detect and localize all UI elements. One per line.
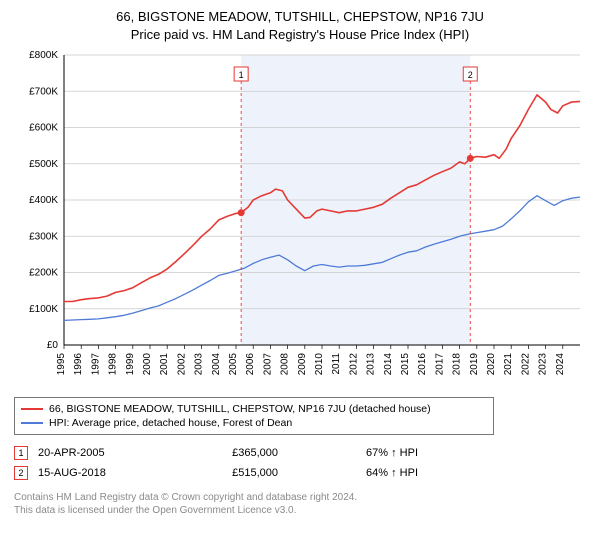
sale-marker-pct: 64% ↑ HPI [288,467,418,479]
svg-text:2002: 2002 [176,353,187,376]
svg-text:2: 2 [468,70,473,80]
svg-text:£800K: £800K [29,50,58,61]
title-line-1: 66, BIGSTONE MEADOW, TUTSHILL, CHEPSTOW,… [116,9,484,24]
legend-item: 66, BIGSTONE MEADOW, TUTSHILL, CHEPSTOW,… [21,402,487,416]
svg-text:2001: 2001 [159,353,170,376]
svg-text:1997: 1997 [90,353,101,376]
svg-text:2018: 2018 [452,353,463,376]
svg-text:2020: 2020 [486,353,497,376]
svg-text:2017: 2017 [434,353,445,376]
svg-text:1999: 1999 [125,353,136,376]
footnote-line-1: Contains HM Land Registry data © Crown c… [14,491,586,504]
line-chart-svg: £0 £100K £200K £300K £400K £500K £600K £700K £80… [14,49,586,389]
svg-text:2007: 2007 [262,353,273,376]
svg-text:2009: 2009 [297,353,308,376]
svg-text:2004: 2004 [211,353,222,376]
svg-text:1995: 1995 [56,353,67,376]
svg-text:2023: 2023 [538,353,549,376]
svg-text:2013: 2013 [366,353,377,376]
svg-text:2019: 2019 [469,353,480,376]
footnote-line-2: This data is licensed under the Open Gov… [14,504,586,517]
svg-text:2016: 2016 [417,353,428,376]
svg-text:£0: £0 [47,340,59,351]
sale-marker-date: 15-AUG-2018 [38,467,158,479]
chart-area: £0 £100K £200K £300K £400K £500K £600K £700K £80… [14,49,586,389]
legend-swatch [21,422,43,424]
svg-text:2006: 2006 [245,353,256,376]
legend-label: 66, BIGSTONE MEADOW, TUTSHILL, CHEPSTOW,… [49,403,431,415]
svg-text:2022: 2022 [520,353,531,376]
title-line-2: Price paid vs. HM Land Registry's House … [14,26,586,44]
svg-text:£500K: £500K [29,159,58,170]
svg-text:£600K: £600K [29,123,58,134]
svg-text:1996: 1996 [73,353,84,376]
legend-item: HPI: Average price, detached house, Fore… [21,416,487,430]
svg-text:1998: 1998 [108,353,119,376]
sales-markers-table: 1 20-APR-2005 £365,000 67% ↑ HPI 2 15-AUG-201… [14,443,586,483]
sale-marker-date: 20-APR-2005 [38,447,158,459]
legend-label: HPI: Average price, detached house, Fore… [49,417,292,429]
chart-container: 66, BIGSTONE MEADOW, TUTSHILL, CHEPSTOW,… [0,0,600,527]
svg-text:£300K: £300K [29,231,58,242]
svg-text:£700K: £700K [29,86,58,97]
svg-text:1: 1 [239,70,244,80]
sale-marker-row: 1 20-APR-2005 £365,000 67% ↑ HPI [14,443,586,463]
svg-text:2000: 2000 [142,353,153,376]
legend-swatch [21,408,43,410]
sale-marker-price: £365,000 [168,447,278,459]
svg-text:2010: 2010 [314,353,325,376]
svg-text:£200K: £200K [29,268,58,279]
svg-text:2011: 2011 [331,353,342,375]
svg-text:2012: 2012 [348,353,359,376]
chart-title: 66, BIGSTONE MEADOW, TUTSHILL, CHEPSTOW,… [14,8,586,43]
svg-text:2015: 2015 [400,353,411,376]
svg-text:2021: 2021 [503,353,514,376]
sale-marker-row: 2 15-AUG-2018 £515,000 64% ↑ HPI [14,463,586,483]
sale-marker-price: £515,000 [168,467,278,479]
svg-text:£100K: £100K [29,304,58,315]
sale-marker-pct: 67% ↑ HPI [288,447,418,459]
sale-marker-number: 2 [14,466,28,480]
svg-text:2003: 2003 [194,353,205,376]
svg-text:£400K: £400K [29,195,58,206]
sale-marker-number: 1 [14,446,28,460]
svg-text:2014: 2014 [383,353,394,376]
footnote: Contains HM Land Registry data © Crown c… [14,491,586,517]
legend: 66, BIGSTONE MEADOW, TUTSHILL, CHEPSTOW,… [14,397,494,435]
svg-text:2008: 2008 [280,353,291,376]
svg-text:2024: 2024 [555,353,566,376]
svg-text:2005: 2005 [228,353,239,376]
